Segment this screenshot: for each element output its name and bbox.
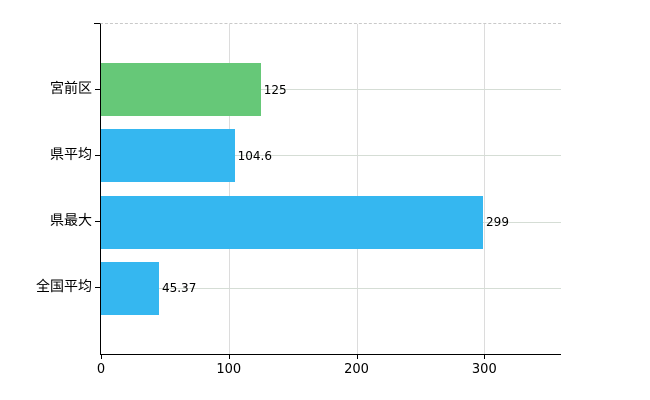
category-label: 県平均 <box>50 146 92 163</box>
x-tick-label: 200 <box>344 362 369 377</box>
x-axis-tick <box>356 354 358 359</box>
x-tick-label: 300 <box>471 362 497 377</box>
gridline-horizontal <box>101 89 561 90</box>
y-axis-top-tick <box>94 23 100 24</box>
bar <box>101 63 261 116</box>
bar <box>101 129 235 183</box>
value-label: 125 <box>263 82 287 97</box>
y-axis-tick <box>95 154 100 156</box>
y-axis-tick <box>95 88 100 90</box>
x-axis-tick <box>484 354 486 359</box>
gridline-vertical <box>484 24 486 354</box>
category-label: 宮前区 <box>50 80 92 97</box>
gridline-horizontal <box>101 287 561 289</box>
bar <box>101 195 484 249</box>
bar <box>101 261 159 315</box>
x-tick-label: 0 <box>96 362 106 377</box>
value-label: 104.6 <box>237 148 272 163</box>
y-axis-tick <box>95 221 100 223</box>
gridline-vertical <box>356 24 358 354</box>
plot-area: 125 104.6 299 45.37 <box>100 23 561 355</box>
y-axis-tick <box>95 287 100 289</box>
category-label: 全国平均 <box>36 279 92 296</box>
x-tick-label: 100 <box>216 362 242 377</box>
gridline-horizontal <box>101 155 561 157</box>
value-label: 299 <box>486 215 509 230</box>
value-label: 45.37 <box>161 281 197 296</box>
x-axis-tick <box>101 354 102 359</box>
category-label: 県最大 <box>50 213 92 230</box>
x-axis-tick <box>228 354 230 359</box>
gridline-vertical <box>228 24 230 354</box>
